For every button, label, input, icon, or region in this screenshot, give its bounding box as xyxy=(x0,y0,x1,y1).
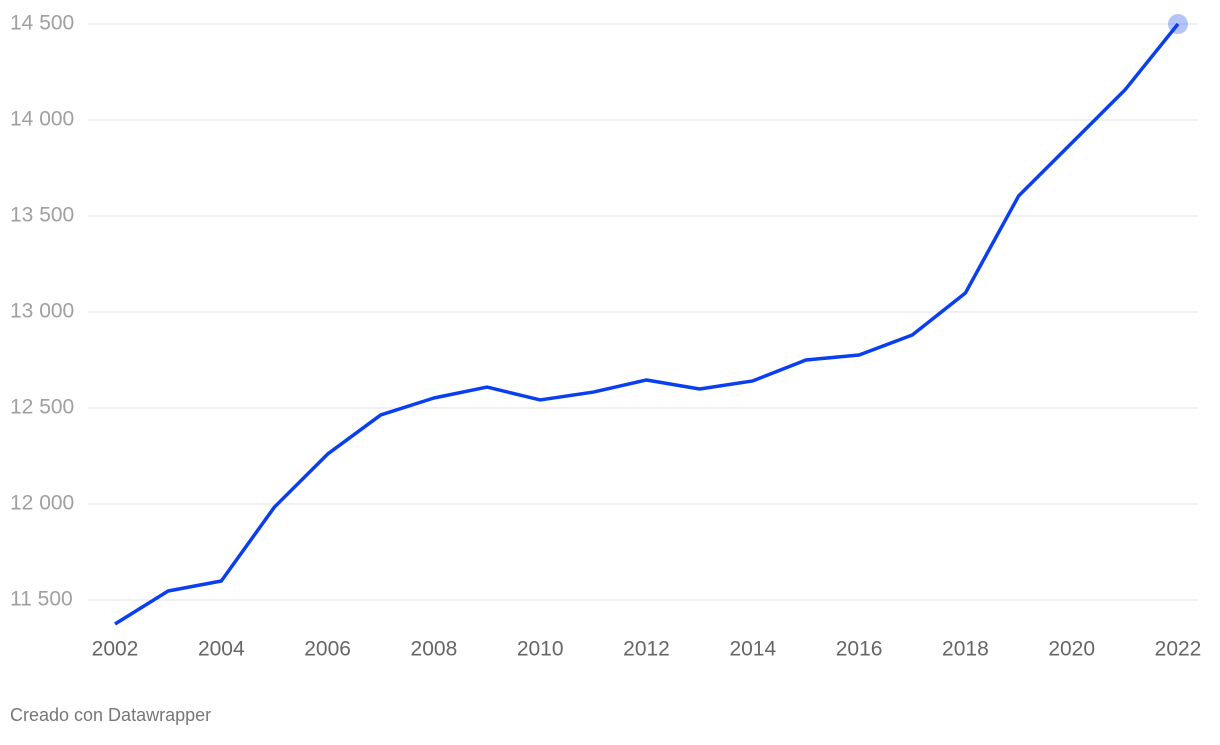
y-tick-label: 11 500 xyxy=(10,588,73,611)
x-tick-label: 2008 xyxy=(411,638,458,661)
y-tick-label: 13 000 xyxy=(10,300,74,323)
y-tick-label: 13 500 xyxy=(10,204,74,227)
x-tick-label: 2004 xyxy=(198,638,245,661)
x-tick-label: 2022 xyxy=(1155,638,1202,661)
x-tick-label: 2010 xyxy=(517,638,564,661)
highlight-point xyxy=(1168,14,1188,34)
y-tick-label: 12 000 xyxy=(10,492,74,515)
x-tick-label: 2006 xyxy=(304,638,351,661)
x-tick-label: 2002 xyxy=(92,638,139,661)
x-tick-label: 2012 xyxy=(623,638,670,661)
y-tick-label: 14 000 xyxy=(10,108,74,131)
line xyxy=(114,22,1180,626)
footer: Creado con Datawrapper xyxy=(10,705,211,725)
x-tick-label: 2016 xyxy=(836,638,883,661)
y-tick-label: 12 500 xyxy=(10,396,74,419)
x-tick-label: 2020 xyxy=(1048,638,1095,661)
y-tick-label: 14 500 xyxy=(10,12,74,35)
x-tick-label: 2018 xyxy=(942,638,989,661)
x-tick-label: 2014 xyxy=(729,638,776,661)
